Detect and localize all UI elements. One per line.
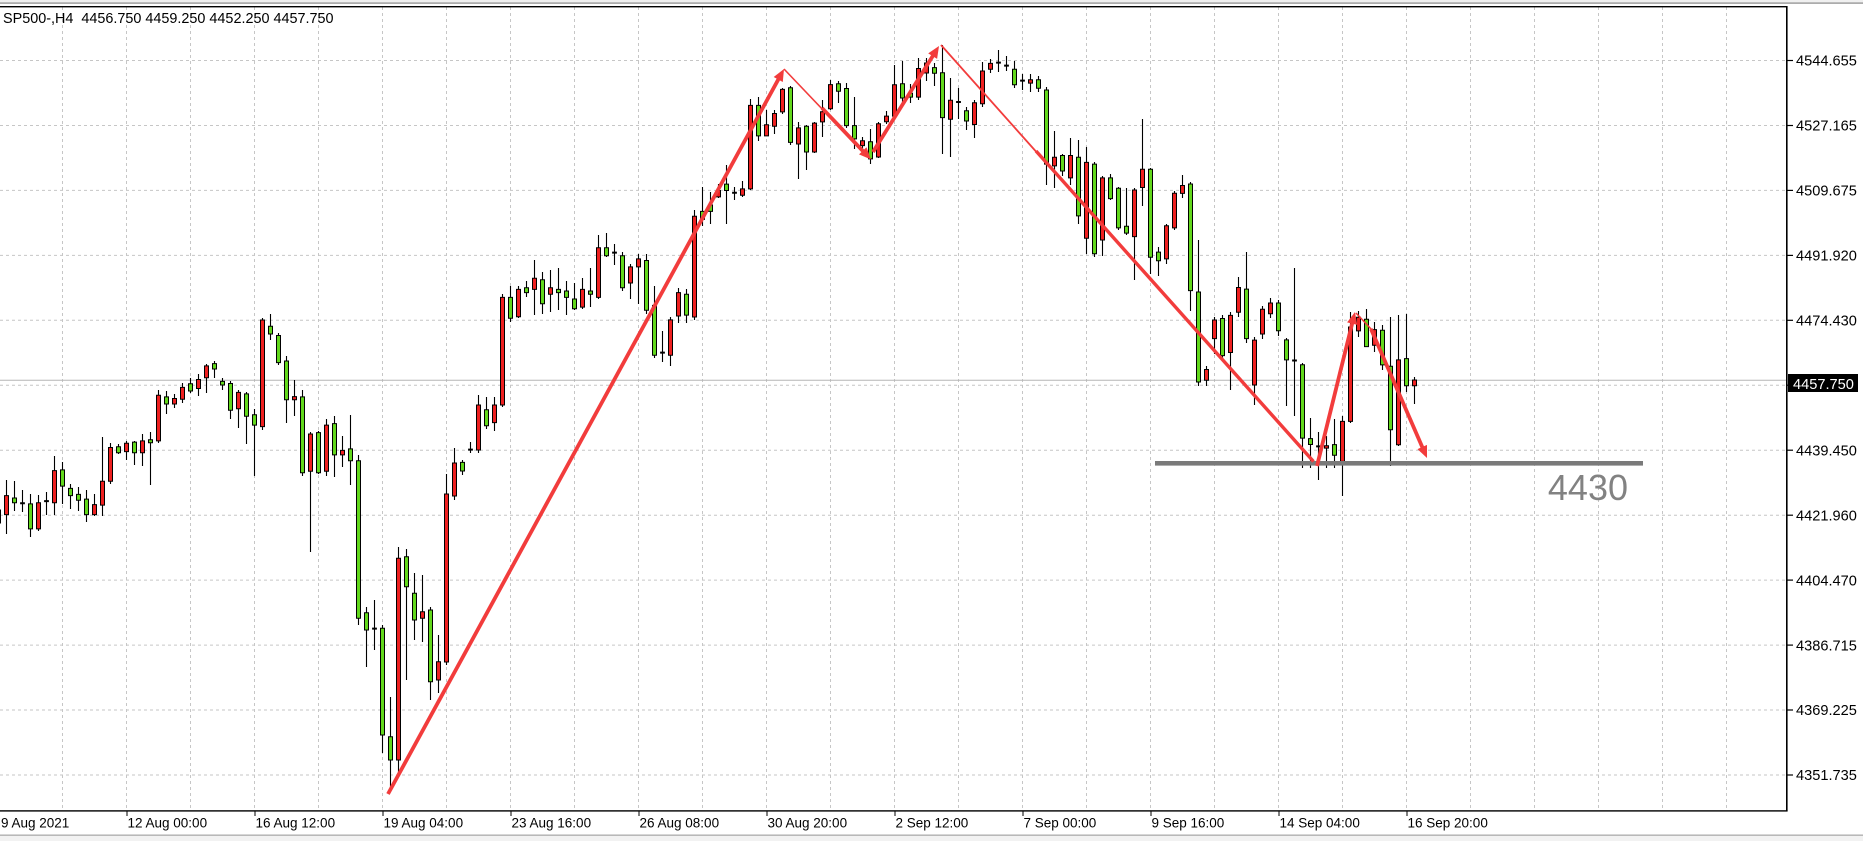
svg-text:4421.960: 4421.960 [1796, 508, 1857, 524]
svg-text:23 Aug 16:00: 23 Aug 16:00 [512, 816, 592, 831]
svg-text:4527.165: 4527.165 [1796, 119, 1857, 135]
svg-text:4386.715: 4386.715 [1796, 638, 1857, 654]
svg-text:7 Sep 00:00: 7 Sep 00:00 [1024, 816, 1097, 831]
svg-text:4430: 4430 [1548, 467, 1628, 508]
svg-text:4544.655: 4544.655 [1796, 54, 1857, 70]
svg-text:4509.675: 4509.675 [1796, 184, 1857, 200]
svg-text:SP500-,H4 4456.750 4459.250 4: SP500-,H4 4456.750 4459.250 4452.250 445… [3, 11, 333, 27]
svg-text:30 Aug 20:00: 30 Aug 20:00 [768, 816, 848, 831]
svg-text:14 Sep 04:00: 14 Sep 04:00 [1280, 816, 1360, 831]
svg-text:4491.920: 4491.920 [1796, 249, 1857, 265]
svg-text:2 Sep 12:00: 2 Sep 12:00 [896, 816, 969, 831]
svg-text:16 Sep 20:00: 16 Sep 20:00 [1408, 816, 1488, 831]
svg-text:19 Aug 04:00: 19 Aug 04:00 [384, 816, 464, 831]
svg-text:12 Aug 00:00: 12 Aug 00:00 [128, 816, 208, 831]
svg-text:4439.450: 4439.450 [1796, 443, 1857, 459]
svg-text:26 Aug 08:00: 26 Aug 08:00 [640, 816, 720, 831]
svg-text:16 Aug 12:00: 16 Aug 12:00 [256, 816, 336, 831]
svg-text:4457.750: 4457.750 [1793, 377, 1854, 393]
svg-text:9 Aug 2021: 9 Aug 2021 [1, 816, 69, 831]
svg-text:4351.735: 4351.735 [1796, 768, 1857, 784]
svg-text:4474.430: 4474.430 [1796, 314, 1857, 330]
svg-text:4369.225: 4369.225 [1796, 703, 1857, 719]
svg-text:4404.470: 4404.470 [1796, 573, 1857, 589]
svg-text:9 Sep 16:00: 9 Sep 16:00 [1152, 816, 1225, 831]
